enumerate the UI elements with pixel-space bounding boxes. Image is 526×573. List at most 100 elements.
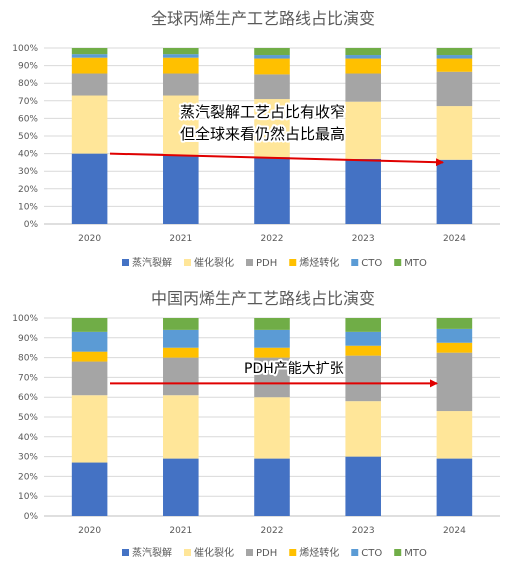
legend-swatch <box>246 259 253 266</box>
bar-segment <box>345 73 381 102</box>
bar-segment <box>71 351 108 362</box>
chart-1: 全球丙烯生产工艺路线占比演变 0% 10% 20% 30% 40% 50% 60% 70% 80%… <box>12 9 500 269</box>
bar-segment <box>71 73 108 96</box>
bar-segment <box>163 95 199 156</box>
y-tick-label: 10% <box>18 492 38 502</box>
legend-label: 蒸汽裂解 <box>132 256 172 269</box>
bar-segment <box>254 347 290 358</box>
bar-segment <box>163 48 199 55</box>
bar-segment <box>71 331 108 352</box>
bar-segment <box>436 328 473 343</box>
annotation-text: 蒸汽裂解工艺占比有收窄 <box>180 103 345 121</box>
bar-segment <box>436 55 473 59</box>
annotation-halo: 但全球来看仍然占比最高 <box>180 125 345 143</box>
legend-label: CTO <box>361 548 382 559</box>
bar-segment <box>254 48 290 56</box>
bar-segment <box>254 357 290 398</box>
bar-segment <box>345 48 381 56</box>
bar-segment <box>71 95 108 154</box>
bar-segment <box>71 54 108 58</box>
legend-label: PDH <box>256 258 277 269</box>
legend-swatch <box>246 549 253 556</box>
y-tick-label: 20% <box>18 185 38 195</box>
bar-segment <box>345 331 381 346</box>
bar-segment <box>345 355 381 402</box>
bar-segment <box>436 318 473 329</box>
x-tick-label: 2020 <box>78 526 101 536</box>
x-tick-label: 2021 <box>169 234 192 244</box>
y-tick-label: 50% <box>18 413 38 423</box>
y-tick-label: 30% <box>18 453 38 463</box>
bar-segment <box>254 157 290 224</box>
bar-segment <box>163 395 199 459</box>
y-tick-label: 70% <box>18 373 38 383</box>
bar-segment <box>436 411 473 459</box>
bar-segment <box>345 318 381 332</box>
bar-segment <box>254 318 290 330</box>
bar-segment <box>254 99 290 158</box>
legend-swatch <box>351 259 359 266</box>
bar-segment <box>345 55 381 59</box>
bar-segment <box>254 55 290 59</box>
y-tick-label: 10% <box>18 202 38 212</box>
y-tick-label: 90% <box>18 62 38 72</box>
legend-label: CTO <box>361 258 382 269</box>
bar-segment <box>71 57 108 74</box>
legend-label: MTO <box>404 548 427 559</box>
annotation-text: PDH产能大扩张 <box>244 361 344 377</box>
trend-arrow <box>109 152 444 167</box>
y-tick-label: 0% <box>24 220 39 230</box>
x-tick-label: 2024 <box>443 526 466 536</box>
bar-segment <box>254 58 290 75</box>
legend-swatch <box>289 549 297 556</box>
y-tick-label: 0% <box>24 512 39 522</box>
legend-swatch <box>184 549 191 556</box>
bar-segment <box>436 58 473 72</box>
bar-segment <box>345 456 381 516</box>
legend-label: 催化裂化 <box>194 546 234 559</box>
bar-segment <box>345 345 381 356</box>
bar-segment <box>71 395 108 463</box>
legend-swatch <box>394 549 402 556</box>
bar-segment <box>254 397 290 459</box>
chart-2: 中国丙烯生产工艺路线占比演变 0% 10% 20% 30% 40% 50% 60% 70% 80%… <box>12 289 500 559</box>
bar-segment <box>436 458 473 516</box>
y-tick-label: 90% <box>18 334 38 344</box>
bar-segment <box>163 458 199 516</box>
bar-segment <box>163 73 199 96</box>
bar-segment <box>436 71 473 107</box>
bar-segment <box>436 106 473 160</box>
x-tick-label: 2021 <box>169 526 192 536</box>
chart-title: 中国丙烯生产工艺路线占比演变 <box>151 289 375 308</box>
x-tick-label: 2024 <box>443 234 466 244</box>
legend-label: 烯烃转化 <box>299 546 339 559</box>
bar-segment <box>71 48 108 55</box>
bar-segment <box>254 329 290 348</box>
x-tick-label: 2023 <box>352 234 375 244</box>
y-tick-label: 40% <box>18 150 38 160</box>
bar-segment <box>345 101 381 159</box>
bar-segment <box>71 153 108 224</box>
bar-segment <box>163 318 199 330</box>
legend-label: 烯烃转化 <box>299 256 339 269</box>
annotation-halo: 蒸汽裂解工艺占比有收窄 <box>180 103 345 121</box>
bar-segment <box>436 159 473 224</box>
legend-swatch <box>184 259 191 266</box>
bar-segment <box>345 158 381 224</box>
legend-swatch <box>351 549 359 556</box>
annotation-halo: PDH产能大扩张 <box>244 361 344 377</box>
bar-segment <box>163 357 199 396</box>
legend-swatch <box>394 259 402 266</box>
bar-segment <box>71 462 108 516</box>
bar-segment <box>436 342 473 353</box>
bar-segment <box>163 329 199 348</box>
bar-segment <box>163 54 199 58</box>
legend-swatch <box>122 259 129 266</box>
bar-segment <box>163 347 199 358</box>
x-tick-label: 2020 <box>78 234 101 244</box>
legend-label: 蒸汽裂解 <box>132 546 172 559</box>
bar-segment <box>436 48 473 56</box>
x-tick-label: 2022 <box>261 234 284 244</box>
y-tick-label: 100% <box>12 44 38 54</box>
